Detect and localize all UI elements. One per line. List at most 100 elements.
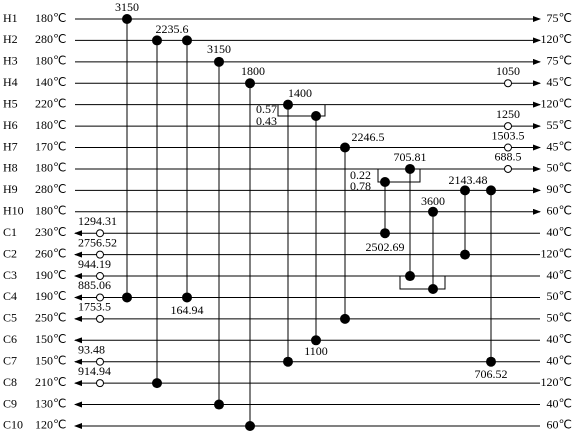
exchanger-node [486,185,496,196]
exchanger-node [214,399,224,410]
exchanger-node [460,185,470,196]
split-fraction: 0.43 [256,114,277,128]
left-temperature: 210℃ [35,375,66,389]
exchanger-node [152,378,162,389]
left-temperature: 170℃ [35,139,66,153]
stream-name: H1 [3,11,18,25]
exchanger-node [283,99,293,110]
right-temperature: 50℃ [547,311,572,325]
right-temperature: 40℃ [547,225,572,239]
left-temperature: 220℃ [35,96,66,110]
utility-duty: 944.19 [78,257,111,271]
utility-duty: 2756.52 [78,235,117,249]
exchanger-node [460,249,470,260]
right-temperature: 60℃ [547,418,572,432]
stream-name: H9 [3,182,18,196]
right-temperature: 120℃ [541,375,572,389]
exchanger-node [340,142,350,153]
exchanger-duty: 705.81 [394,150,427,164]
left-temperature: 180℃ [35,118,66,132]
exchanger-node [152,35,162,46]
right-temperature: 50℃ [547,289,572,303]
left-temperature: 180℃ [35,54,66,68]
right-temperature: 75℃ [547,54,572,68]
stream-name: C9 [3,396,17,410]
exchanger-duty: 2502.69 [366,240,405,254]
utility-duty: 1753.5 [78,300,111,314]
exchanger-node [214,56,224,67]
exchanger-duty: 2246.5 [352,130,385,144]
exchanger-duty: 1800 [241,64,265,78]
right-temperature: 90℃ [547,182,572,196]
exchanger-node [283,356,293,367]
right-temperature: 60℃ [547,204,572,218]
exchanger-duty: 1100 [304,344,328,358]
left-temperature: 190℃ [35,289,66,303]
stream-name: H5 [3,96,18,110]
utility-duty: 885.06 [78,278,111,292]
right-temperature: 120℃ [541,32,572,46]
left-temperature: 120℃ [35,418,66,432]
right-temperature: 40℃ [547,396,572,410]
exchanger-node [486,356,496,367]
left-temperature: 230℃ [35,225,66,239]
right-temperature: 120℃ [541,96,572,110]
left-temperature: 280℃ [35,182,66,196]
stream-name: H6 [3,118,18,132]
left-temperature: 180℃ [35,161,66,175]
utility [96,357,104,366]
right-temperature: 75℃ [547,11,572,25]
exchanger-node [311,335,321,346]
right-temperature: 55℃ [547,118,572,132]
left-temperature: 250℃ [35,311,66,325]
exchanger-duty: 3600 [421,194,445,208]
exchanger-node [405,271,415,282]
stream-split [377,168,421,183]
exchanger-duty: 2235.6 [156,22,189,36]
exchanger-duty: 3150 [207,42,231,56]
stream-name: H3 [3,54,18,68]
utility [96,272,104,281]
exchanger-duty: 2143.48 [449,173,488,187]
utility-duty: 1250 [496,107,520,121]
exchanger-duty: 164.94 [171,303,204,317]
left-temperature: 180℃ [35,11,66,25]
split-fraction: 0.22 [350,168,371,182]
left-temperature: 150℃ [35,353,66,367]
exchanger-duty: 706.52 [475,367,508,381]
utility [96,229,104,238]
stream-name: C8 [3,375,17,389]
utility [96,293,104,302]
utility-duty: 1294.31 [78,214,117,228]
exchanger-node [405,163,415,174]
right-temperature: 45℃ [547,139,572,153]
stream-name: H2 [3,32,18,46]
left-temperature: 190℃ [35,268,66,282]
utility-duty: 93.48 [78,342,105,356]
exchanger-node [182,292,192,303]
exchanger-node [428,284,438,294]
exchanger-node [428,206,438,217]
stream-name: H4 [3,75,18,89]
utility [504,79,512,88]
split-fraction: 0.78 [350,179,371,193]
exchanger-duty: 1400 [288,86,312,100]
left-temperature: 180℃ [35,204,66,218]
left-temperature: 140℃ [35,75,66,89]
exchanger-node [245,420,255,431]
left-temperature: 260℃ [35,246,66,260]
right-temperature: 40℃ [547,332,572,346]
stream-name: H10 [3,204,24,218]
utility-duty: 688.5 [495,150,522,164]
exchanger-node [311,111,321,121]
stream-name: H8 [3,161,18,175]
stream-name: C1 [3,225,17,239]
utility [96,250,104,259]
split-fraction: 0.57 [256,102,277,116]
utility [96,314,104,323]
stream-split [277,104,326,117]
stream-name: H7 [3,139,18,153]
stream-split [399,276,446,290]
utility-duty: 1503.5 [492,128,525,142]
